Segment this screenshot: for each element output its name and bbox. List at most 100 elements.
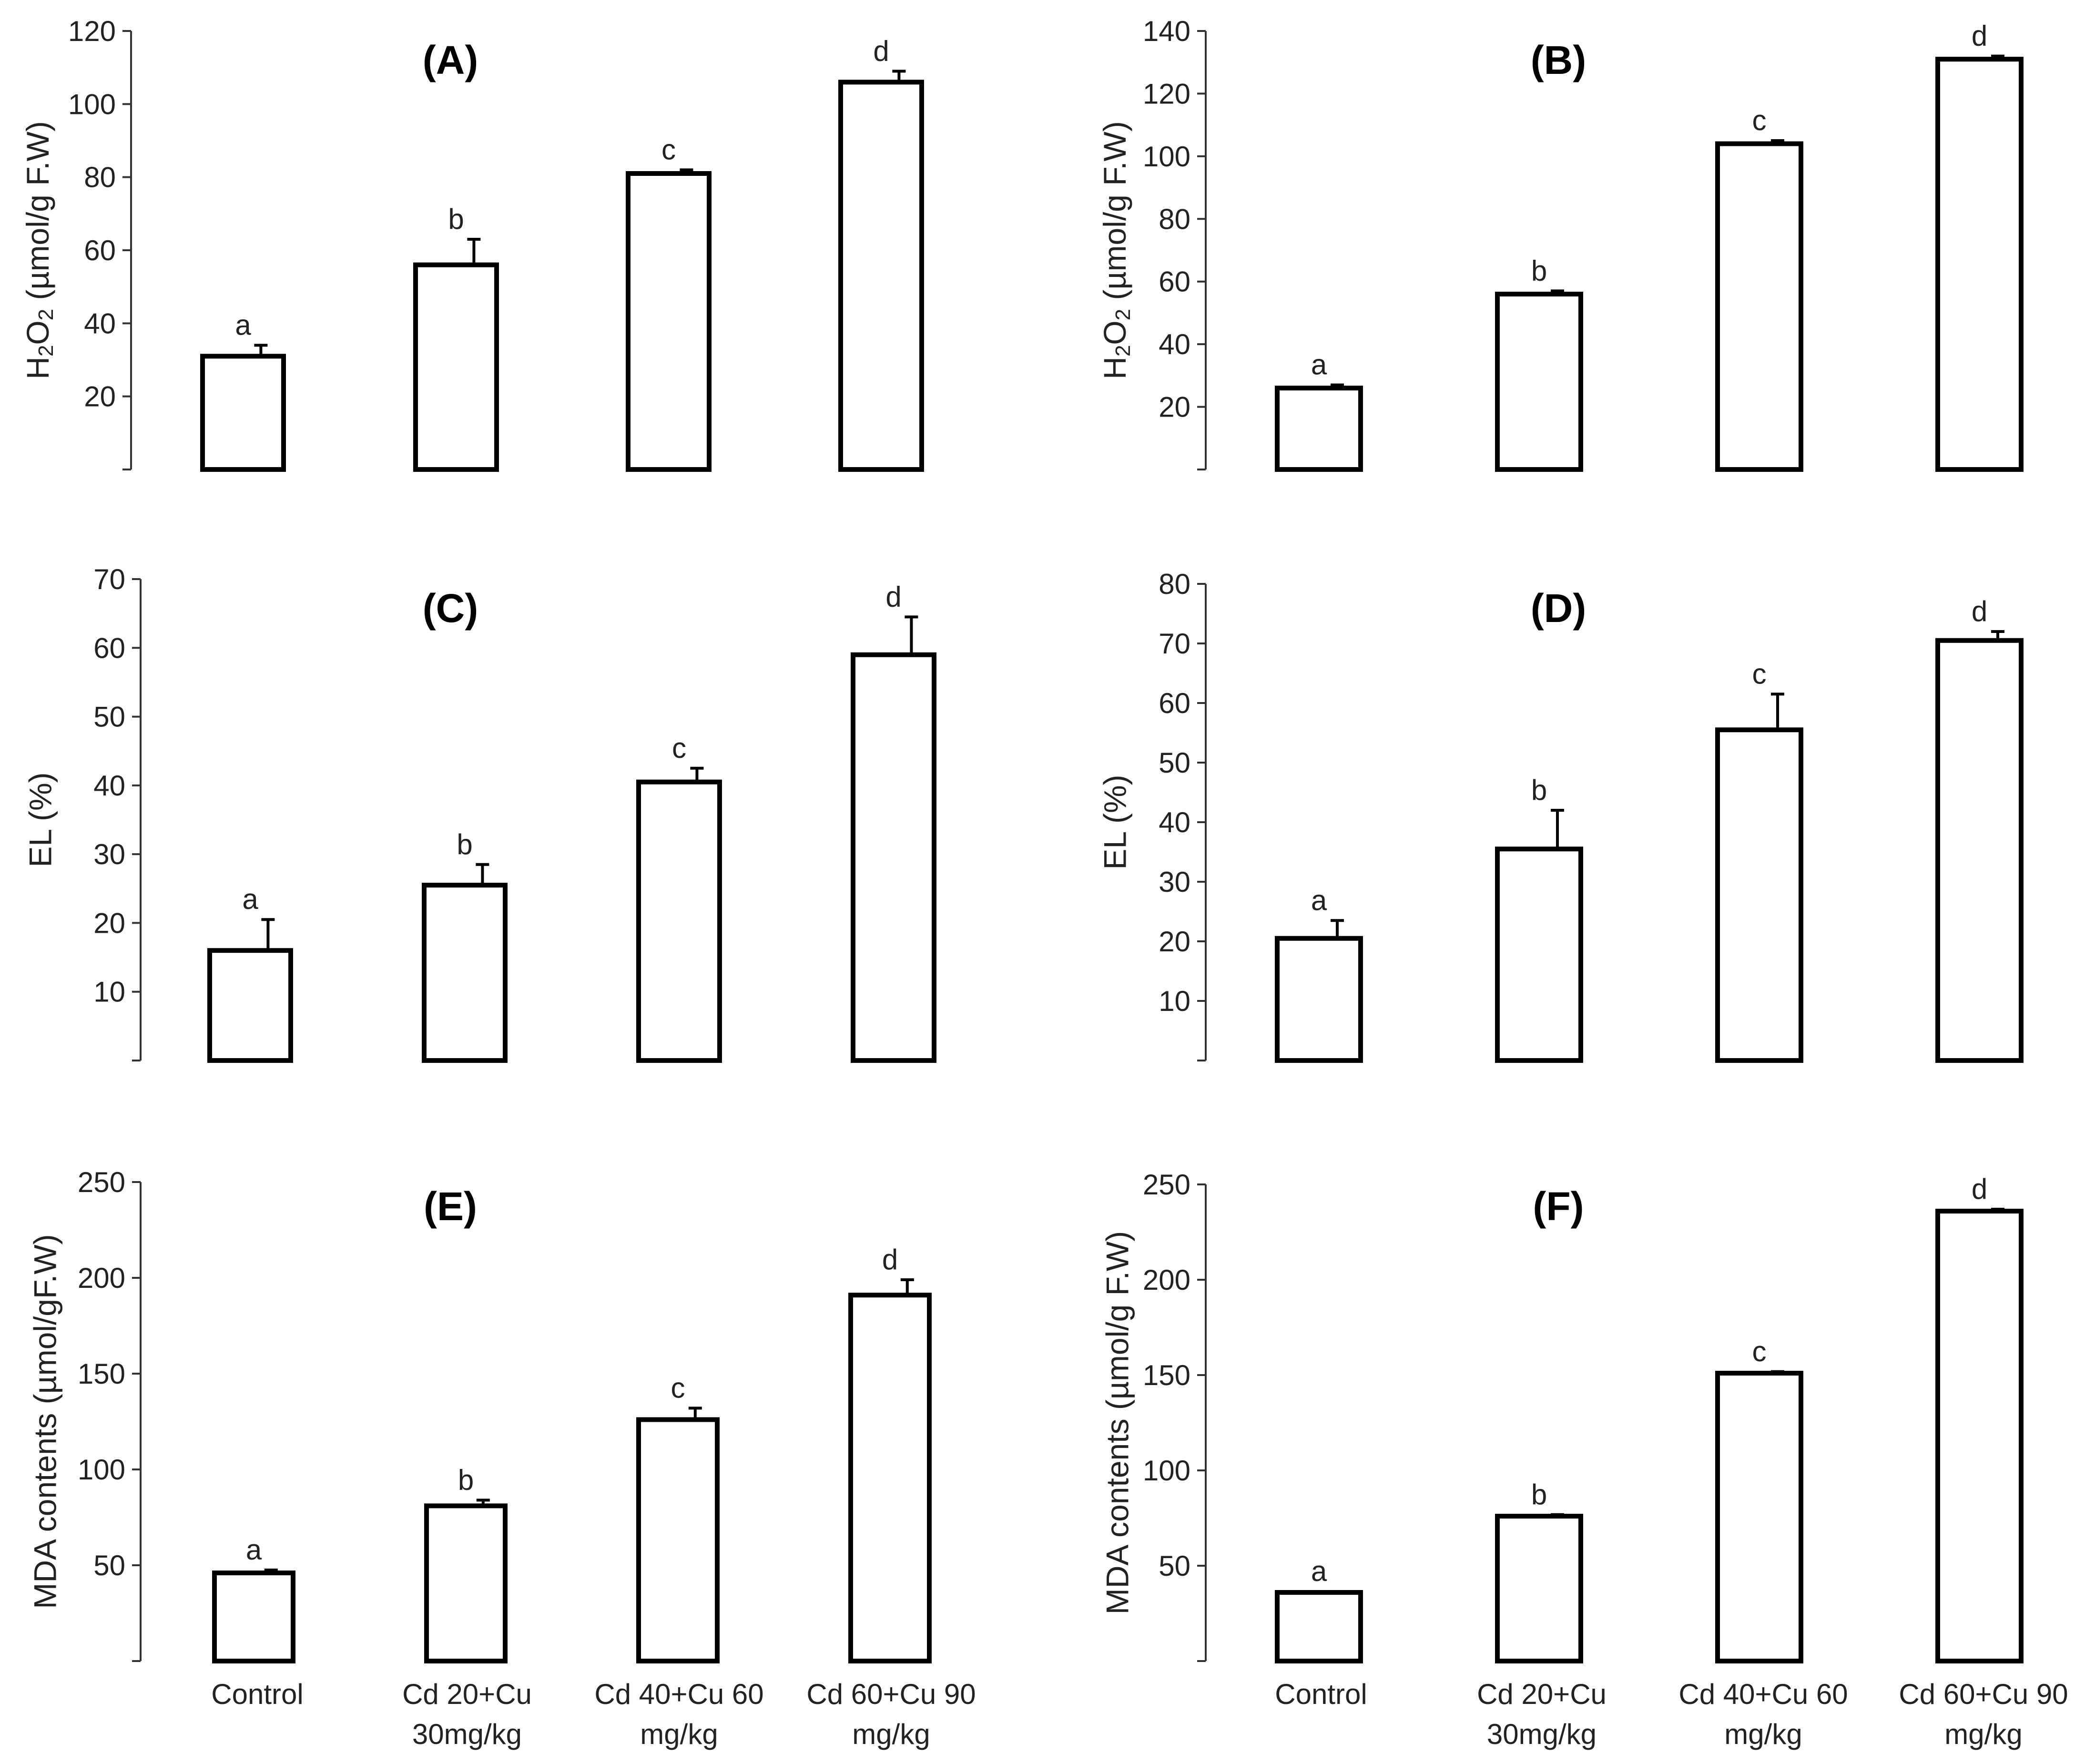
y-tick-label: 150 (78, 1358, 125, 1390)
panel-b: 20 40 60 80 100 120 140 H2O2 (µmol/g F.W) (B) a b c… (1097, 15, 2024, 472)
x-category-label: Control (211, 1678, 303, 1710)
bar (207, 948, 293, 1063)
bar (851, 652, 936, 1063)
y-tick-label: 40 (84, 307, 116, 339)
y-tick-label: 40 (93, 770, 125, 802)
error-bar (1771, 139, 1784, 144)
bar (636, 779, 722, 1063)
bar (1715, 727, 1803, 1063)
significance-letter: b (1531, 255, 1547, 286)
y-axis-label: H2O2 (µmol/g F.W) (20, 121, 57, 379)
error-bar (1551, 1513, 1564, 1516)
bar (1275, 386, 1363, 472)
bar (422, 883, 508, 1063)
panel-title: (A) (423, 38, 478, 82)
y-axis-label: MDA contents (µmol/gF.W) (27, 1234, 62, 1609)
x-category-label: Control (1275, 1678, 1367, 1710)
error-bar (1331, 1590, 1344, 1593)
y-tick-label: 50 (93, 701, 125, 733)
y-tick-label: 50 (93, 1550, 125, 1581)
error-bar (1331, 383, 1344, 388)
y-tick-label: 20 (1159, 926, 1190, 958)
y-tick-label: 100 (1143, 141, 1190, 173)
y-tick-label: 50 (1159, 1550, 1190, 1582)
y-tick-label: 20 (84, 381, 116, 413)
y-tick-label: 120 (1143, 78, 1190, 110)
error-bar (476, 863, 489, 886)
y-tick-label: 250 (78, 1166, 125, 1198)
x-category-label: Cd 40+Cu 60 mg/kg (1678, 1678, 1848, 1750)
y-tick-label: 100 (1143, 1455, 1190, 1487)
x-category-label: Cd 20+Cu 30mg/kg (1477, 1678, 1607, 1750)
y-tick-label: 10 (1159, 985, 1190, 1017)
x-category-label: Cd 20+Cu 30mg/kg (402, 1678, 532, 1750)
error-bar (467, 238, 481, 265)
bar (1715, 141, 1803, 472)
panel-title: (F) (1533, 1184, 1584, 1229)
y-tick-label: 100 (78, 1454, 125, 1486)
y-tick-label: 100 (68, 88, 116, 120)
x-category-label: Cd 40+Cu 60 mg/kg (594, 1678, 763, 1750)
bar (1495, 846, 1583, 1063)
y-axis-label: EL (%) (1097, 775, 1132, 869)
error-bar (688, 1407, 702, 1420)
y-tick-label: 80 (84, 162, 116, 194)
x-category-label: Cd 60+Cu 90 mg/kg (1899, 1678, 2068, 1750)
error-bar (1331, 919, 1344, 938)
significance-letter: a (1311, 884, 1327, 916)
bar (1715, 1371, 1803, 1663)
error-bar (1991, 54, 2004, 60)
significance-letter: d (885, 581, 901, 612)
y-tick-label: 250 (1143, 1169, 1190, 1201)
significance-letter: d (1972, 20, 1987, 52)
significance-letter: c (672, 732, 686, 764)
y-tick-label: 40 (1159, 328, 1190, 360)
y-tick-label: 20 (1159, 391, 1190, 423)
panel-title: (E) (424, 1184, 477, 1229)
error-bar (900, 1278, 914, 1295)
error-bar (254, 344, 268, 357)
significance-letter: d (1972, 1173, 1987, 1205)
bar (413, 262, 499, 472)
y-tick-label: 50 (1159, 747, 1190, 779)
error-bar (1991, 1208, 2004, 1211)
error-bar (1771, 1370, 1784, 1373)
significance-letter: d (1972, 595, 1987, 627)
significance-letter: b (457, 828, 472, 860)
significance-letter: c (1752, 104, 1767, 136)
panel-title: (C) (423, 586, 478, 631)
error-bar (1551, 809, 1564, 849)
y-tick-label: 30 (1159, 866, 1190, 898)
panel-title: (D) (1531, 586, 1587, 631)
y-axis-label: EL (%) (22, 772, 58, 867)
bar (1495, 292, 1583, 472)
bar (636, 1417, 720, 1663)
x-category-label: Cd 60+Cu 90 mg/kg (806, 1678, 976, 1750)
significance-letter: d (873, 35, 889, 67)
significance-letter: a (246, 1534, 262, 1566)
error-bar (680, 168, 693, 173)
panel-e: 50 100 150 200 250 MDA contents (µmol/gF.W) (E… (27, 1166, 976, 1750)
bar (1275, 1590, 1363, 1663)
y-tick-label: 200 (78, 1262, 125, 1294)
y-tick-label: 200 (1143, 1264, 1190, 1296)
bar (1935, 1209, 2024, 1663)
significance-letter: c (1752, 1336, 1767, 1367)
error-bar (264, 1569, 278, 1573)
y-axis-label: MDA contents (µmol/g F.W) (1099, 1231, 1135, 1615)
bar (1935, 638, 2024, 1063)
y-tick-label: 80 (1159, 568, 1190, 600)
significance-letter: a (235, 309, 251, 341)
significance-letter: b (1531, 1478, 1547, 1510)
panel-c: 10 20 30 40 50 60 70 EL (%) (C) a b c d (22, 563, 936, 1063)
error-bar (1991, 630, 2004, 641)
y-tick-label: 150 (1143, 1359, 1190, 1391)
y-tick-label: 60 (93, 632, 125, 664)
significance-letter: c (661, 133, 676, 165)
panel-a: 20 40 60 80 100 120 H2O2 (µmol/g F.W) (A) a b c d (20, 15, 924, 472)
panel-d: 10 20 30 40 50 60 70 80 EL (%) (D) a b c d (1097, 568, 2024, 1063)
y-tick-label: 30 (93, 838, 125, 870)
error-bar (261, 918, 275, 951)
error-bar (476, 1499, 490, 1506)
